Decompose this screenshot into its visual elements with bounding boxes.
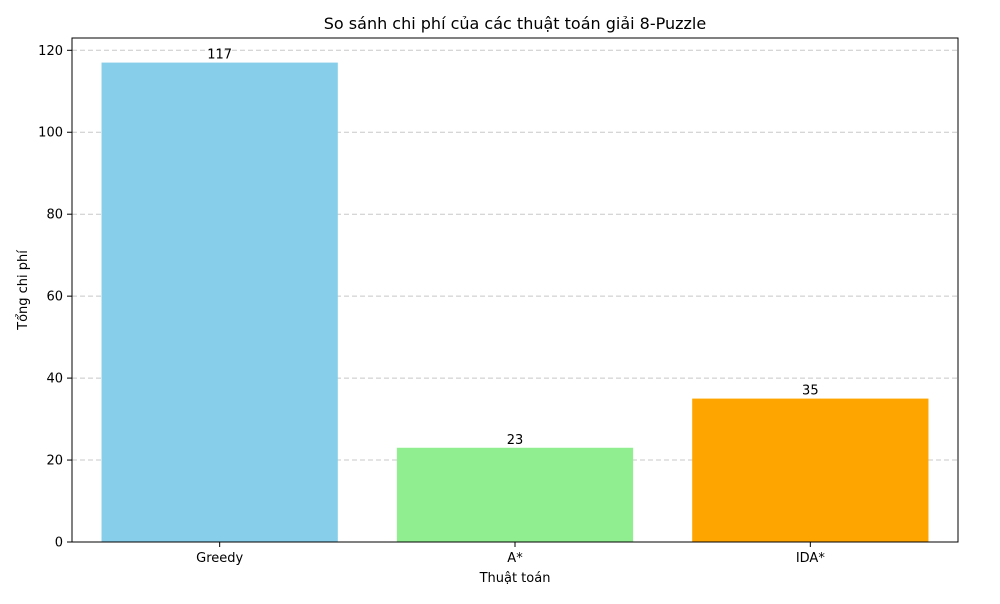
- y-axis-ticks: 0 20 40 60 80 100 120: [38, 44, 72, 551]
- y-tick-label: 80: [46, 208, 63, 223]
- bars: [101, 62, 929, 543]
- data-labels: 117 23 35: [207, 48, 818, 448]
- y-tick-label: 100: [38, 126, 63, 141]
- y-axis-label: Tổng chi phí: [16, 250, 31, 331]
- x-axis-ticks: Greedy A* IDA*: [196, 542, 825, 566]
- x-tick-label: A*: [507, 551, 523, 566]
- data-label: 35: [802, 384, 819, 399]
- chart-title: So sánh chi phí của các thuật toán giải …: [324, 14, 706, 33]
- data-label: 117: [207, 48, 232, 63]
- bar-a: [396, 447, 634, 542]
- y-tick-label: 40: [46, 372, 63, 387]
- x-tick-label: IDA*: [796, 551, 826, 566]
- bar-ida: [692, 398, 929, 542]
- y-tick-label: 0: [55, 536, 63, 551]
- y-tick-label: 20: [46, 454, 63, 469]
- bar-greedy: [101, 62, 338, 543]
- x-tick-label: Greedy: [196, 551, 243, 566]
- y-tick-label: 120: [38, 44, 63, 59]
- data-label: 23: [507, 433, 524, 448]
- x-axis-label: Thuật toán: [479, 571, 551, 586]
- y-tick-label: 60: [46, 290, 63, 305]
